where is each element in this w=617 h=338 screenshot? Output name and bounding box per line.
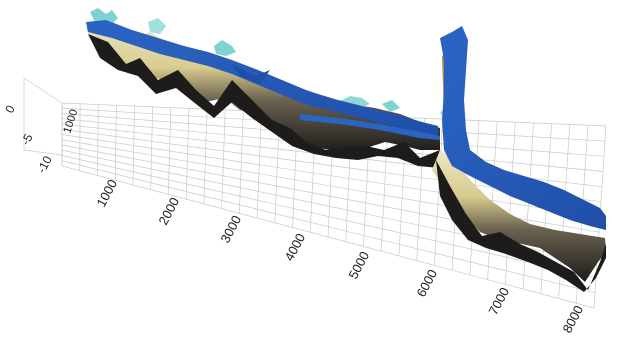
water-ribbon-edge [232, 64, 270, 84]
water-surface [86, 20, 606, 230]
grid-line [61, 165, 595, 309]
z-tick-label: -10 [34, 153, 55, 175]
water-ribbon-bend [440, 26, 606, 230]
terrain-band-lower [432, 150, 606, 282]
z-axis-ticks: 0 -5 -10 [2, 103, 55, 176]
terrain-dark-lower [436, 160, 606, 292]
y-tick-label: 1000 [61, 108, 80, 135]
grid-line [61, 160, 596, 294]
grid-line [61, 134, 601, 218]
grid-line [61, 155, 597, 279]
z-tick-label: -5 [18, 131, 36, 147]
x-tick-label: 6000 [413, 267, 440, 300]
y-axis-ticks: 1000 [61, 108, 80, 135]
x-tick-label: 7000 [485, 285, 512, 318]
x-tick-label: 1000 [93, 177, 120, 210]
x-tick-label: 8000 [559, 303, 586, 336]
x-tick-label: 4000 [281, 231, 308, 264]
x-tick-label: 5000 [345, 249, 372, 282]
z-axis [23, 77, 63, 165]
z-tick-label: 0 [2, 103, 18, 116]
x-tick-label: 3000 [217, 213, 244, 246]
x-tick-label: 2000 [155, 195, 182, 228]
terrain-dark-upper [88, 34, 440, 168]
water-ribbon-cross [300, 114, 440, 140]
